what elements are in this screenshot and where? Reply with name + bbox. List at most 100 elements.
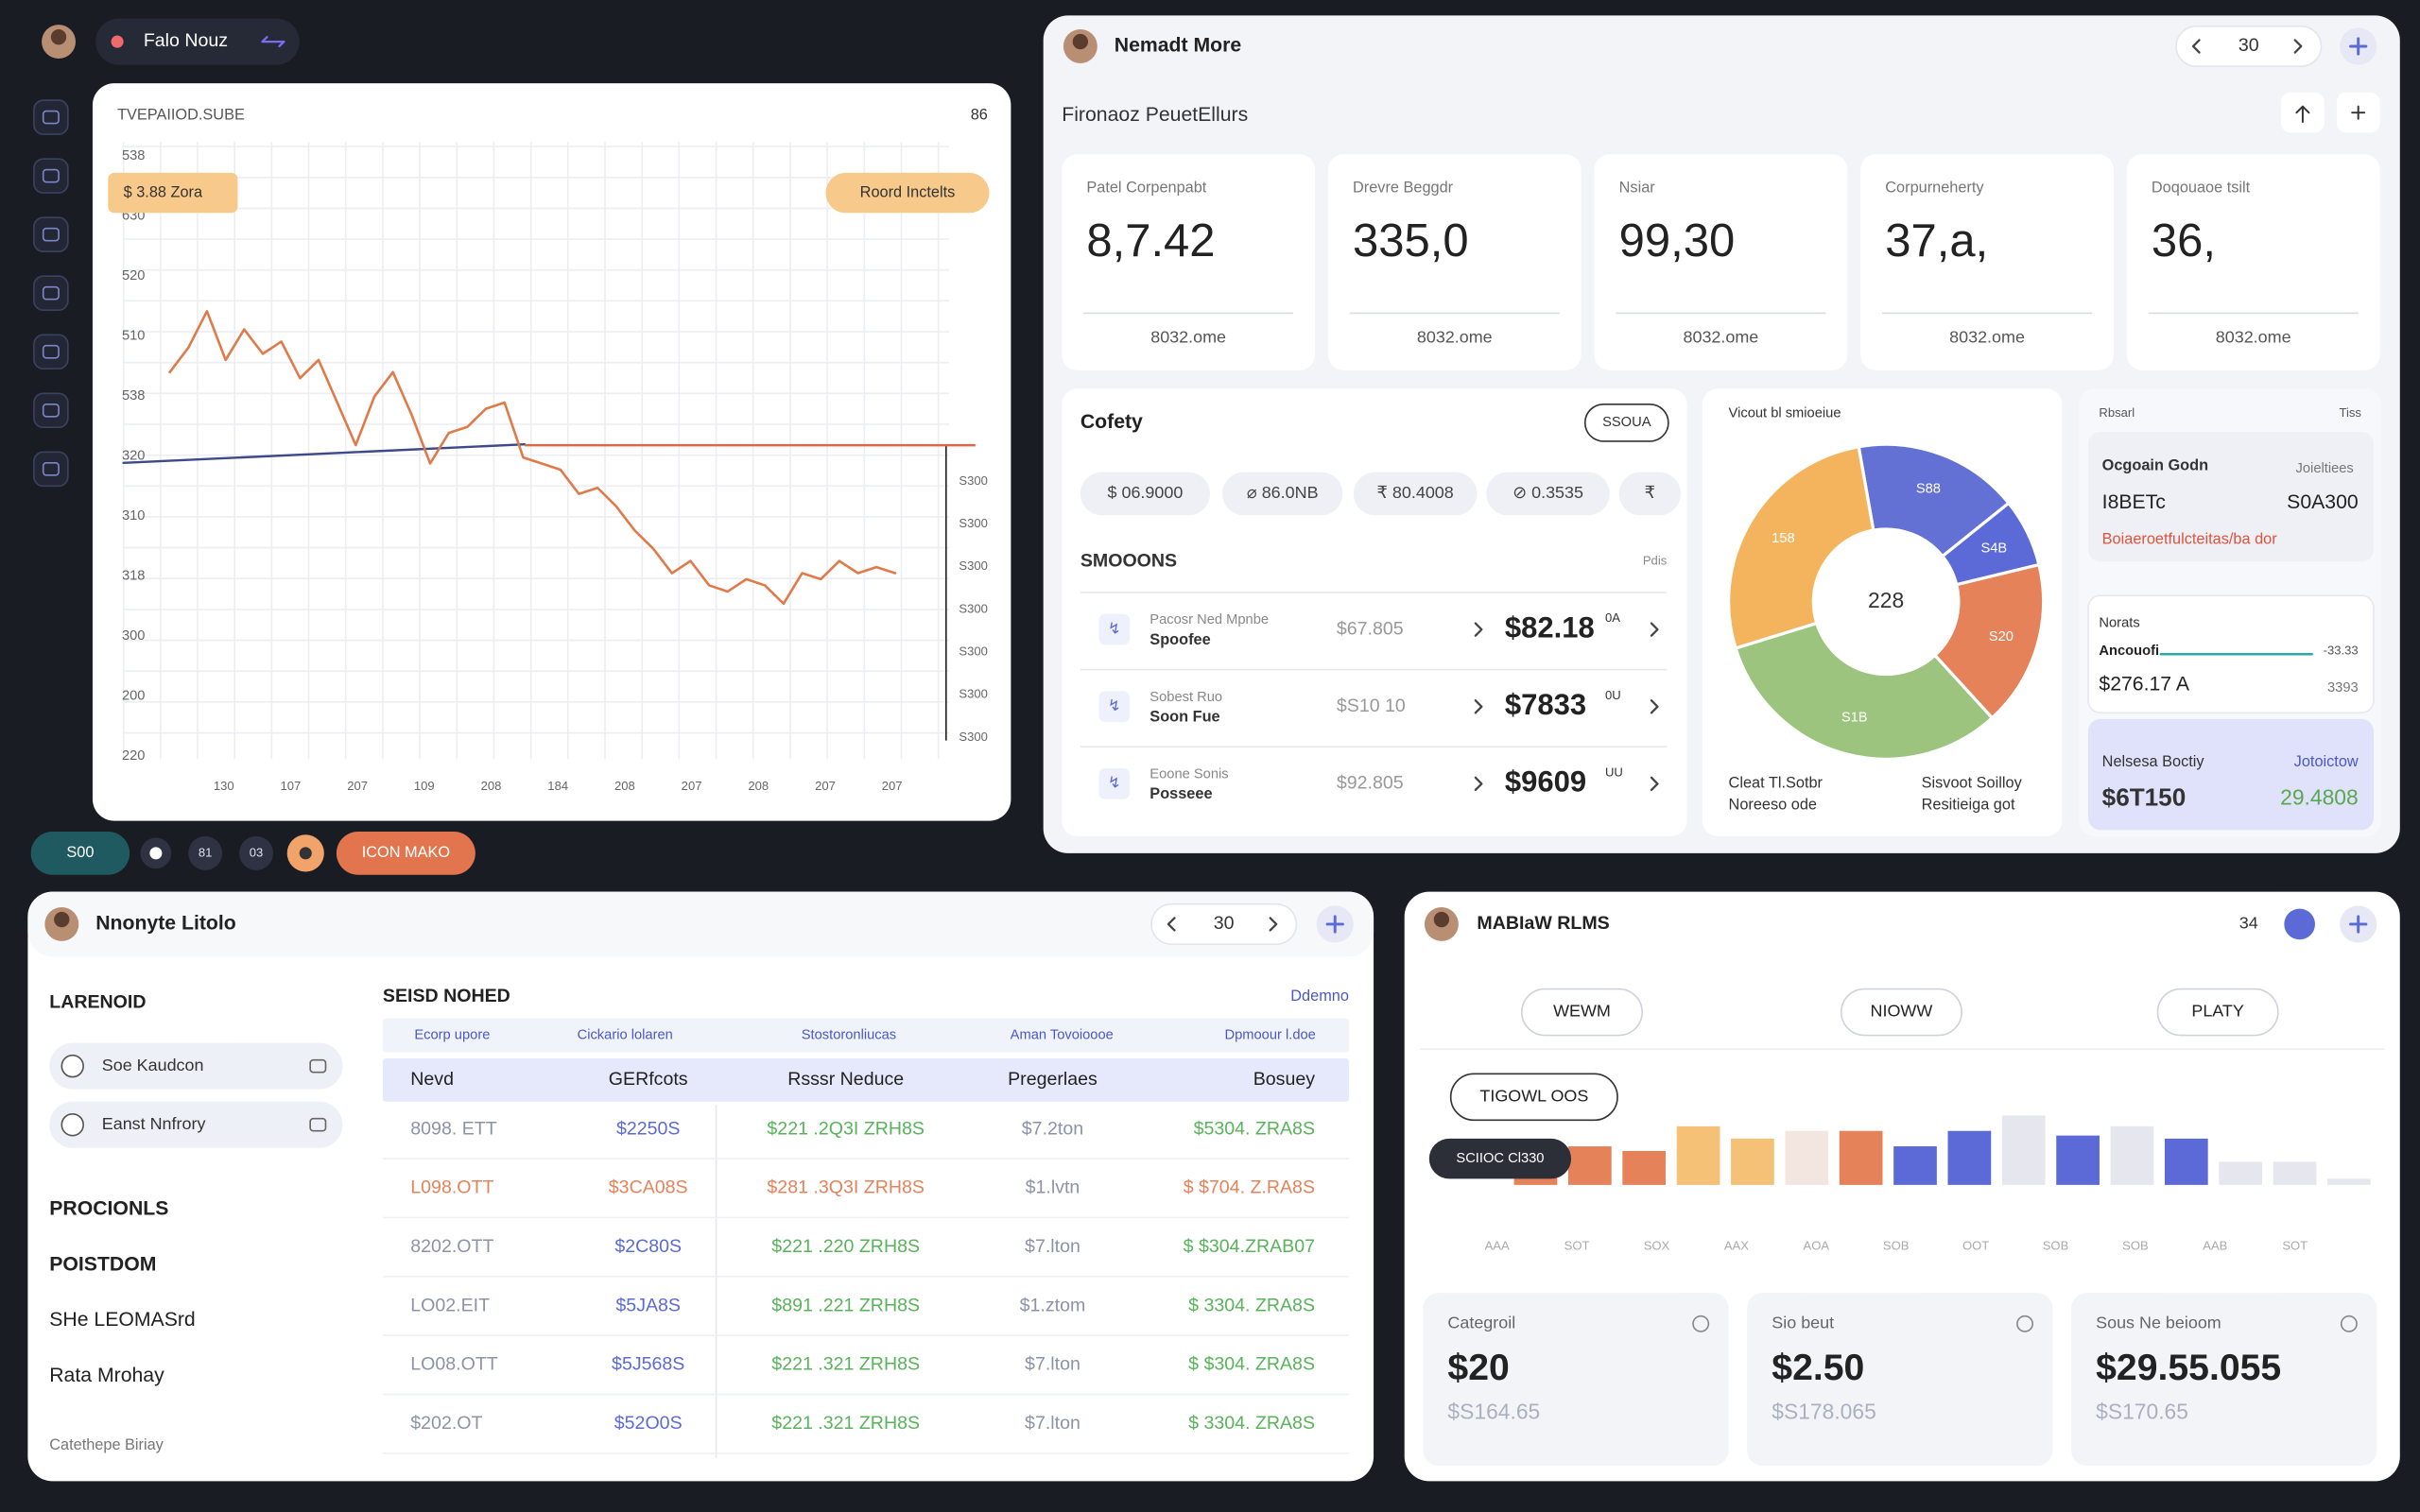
y-tick-label: 510 bbox=[122, 328, 146, 343]
cell: $ 3304. ZRA8S bbox=[1188, 1413, 1315, 1434]
plus-icon bbox=[1325, 915, 1344, 934]
label: Norats bbox=[2099, 615, 2139, 630]
x-tick-label: 207 bbox=[347, 779, 368, 793]
cell: $ 3304. ZRA8S bbox=[1188, 1295, 1315, 1315]
nav-icon[interactable] bbox=[33, 392, 69, 429]
bar bbox=[2001, 1115, 2046, 1185]
cell: $281 .3Q3I ZRH8S bbox=[767, 1177, 925, 1198]
label: 8032.ome bbox=[1949, 327, 2025, 346]
option[interactable] bbox=[49, 1101, 343, 1148]
nav-icon[interactable] bbox=[33, 158, 69, 194]
label: PROCIONLS bbox=[49, 1198, 168, 1220]
cell: 8202.OTT bbox=[410, 1236, 493, 1257]
pager[interactable] bbox=[2175, 25, 2323, 68]
kpi-card bbox=[1327, 154, 1582, 370]
info-icon bbox=[2340, 1314, 2358, 1332]
y2-tick-label: S300 bbox=[959, 644, 987, 659]
user-name: Nnonyte Litolo bbox=[95, 913, 236, 935]
chevron bbox=[1474, 699, 1483, 714]
label: LARENOID bbox=[49, 991, 146, 1012]
kpi-card bbox=[2126, 154, 2380, 370]
bar bbox=[1567, 1146, 1612, 1185]
donut-hole bbox=[1813, 529, 1959, 675]
row-value: $82.18 bbox=[1505, 610, 1595, 644]
label: Resitieiga got bbox=[1922, 797, 2015, 814]
tab: Aman Tovoioooe bbox=[1011, 1027, 1114, 1042]
action-button[interactable] bbox=[336, 832, 475, 875]
row-icon bbox=[1098, 768, 1131, 799]
panel-header bbox=[27, 891, 1374, 957]
nav-icon[interactable] bbox=[33, 275, 69, 311]
option-icon bbox=[309, 1058, 327, 1074]
cell: $5304. ZRA8S bbox=[1194, 1118, 1315, 1139]
user-name: Falo Nouz bbox=[144, 30, 228, 51]
label: 86 bbox=[971, 107, 988, 124]
x-tick-label: SOX bbox=[1644, 1239, 1670, 1253]
label: Tiss bbox=[2340, 405, 2362, 420]
label: Nelsesa Boctiy bbox=[2102, 753, 2205, 770]
pager[interactable] bbox=[1150, 902, 1298, 945]
chevron bbox=[1474, 622, 1483, 637]
chip[interactable] bbox=[1353, 472, 1478, 516]
label: Jotoictow bbox=[2294, 753, 2359, 770]
tab[interactable] bbox=[2156, 988, 2279, 1037]
row-value: $7833 bbox=[1505, 688, 1586, 721]
plus-icon bbox=[2349, 37, 2368, 56]
label: $67.805 bbox=[1337, 618, 1404, 639]
chevron bbox=[1650, 699, 1659, 714]
section-title: SMOOONS bbox=[1080, 550, 1177, 571]
alert-text: Boiaeroetfulcteitas/ba dor bbox=[2102, 531, 2278, 548]
x-tick-label: SOT bbox=[2282, 1239, 2308, 1253]
badge[interactable] bbox=[825, 172, 990, 214]
label: I8BETc bbox=[2102, 491, 2167, 513]
chip[interactable] bbox=[1080, 472, 1210, 516]
label: Catethepe Biriay bbox=[49, 1436, 164, 1453]
label: Noreeso ode bbox=[1729, 797, 1817, 814]
stat-card bbox=[2071, 1293, 2377, 1467]
label: Sobest Ruo bbox=[1150, 690, 1222, 705]
nav-icon[interactable] bbox=[33, 334, 69, 370]
tab[interactable] bbox=[1840, 988, 1962, 1037]
label: 03 bbox=[250, 845, 264, 859]
nav-icon[interactable] bbox=[33, 216, 69, 252]
y2-tick-label: S300 bbox=[959, 601, 987, 615]
option[interactable] bbox=[49, 1042, 343, 1090]
page-counter: 30 bbox=[1214, 913, 1235, 934]
price-line bbox=[168, 310, 897, 606]
chevron bbox=[2191, 39, 2201, 54]
x-tick-label: SOB bbox=[1883, 1239, 1910, 1253]
x-tick-label: AAX bbox=[1724, 1239, 1749, 1253]
column-header: Rsssr Neduce bbox=[787, 1069, 904, 1090]
user-pill bbox=[95, 18, 300, 65]
toolbar-pill[interactable] bbox=[30, 832, 130, 875]
avatar-head bbox=[54, 911, 70, 928]
label: WEWM bbox=[1553, 1002, 1611, 1021]
badge[interactable] bbox=[1583, 403, 1669, 442]
chevron bbox=[1474, 776, 1483, 792]
nav-icon[interactable] bbox=[33, 99, 69, 135]
label: Sisvoot Soilloy bbox=[1922, 775, 2023, 792]
bar bbox=[1893, 1146, 1937, 1185]
chip[interactable] bbox=[1618, 472, 1681, 516]
label: Corpurneherty bbox=[1885, 179, 1984, 196]
filter[interactable] bbox=[1449, 1073, 1618, 1122]
label: $S170.65 bbox=[2096, 1400, 2188, 1424]
x-tick-label: AOA bbox=[1804, 1239, 1830, 1253]
chip[interactable] bbox=[1222, 472, 1343, 516]
cell: LO08.OTT bbox=[410, 1354, 498, 1375]
label: Rbsarl bbox=[2099, 405, 2135, 420]
chip[interactable] bbox=[1486, 472, 1610, 516]
bar bbox=[1785, 1130, 1829, 1185]
x-tick-label: OOT bbox=[1962, 1239, 1989, 1253]
toolbar-circle[interactable] bbox=[188, 835, 223, 870]
label: Nsiar bbox=[1619, 179, 1656, 196]
plus-icon bbox=[2351, 105, 2366, 120]
label: ₹ 80.4008 bbox=[1377, 483, 1454, 502]
toolbar-circle[interactable] bbox=[239, 835, 273, 870]
x-tick-label: 130 bbox=[214, 779, 234, 793]
tab[interactable] bbox=[1520, 988, 1643, 1037]
badge[interactable] bbox=[108, 172, 238, 214]
info-icon bbox=[2016, 1314, 2034, 1332]
cell: $ $304.ZRAB07 bbox=[1184, 1236, 1315, 1257]
nav-icon[interactable] bbox=[33, 451, 69, 488]
